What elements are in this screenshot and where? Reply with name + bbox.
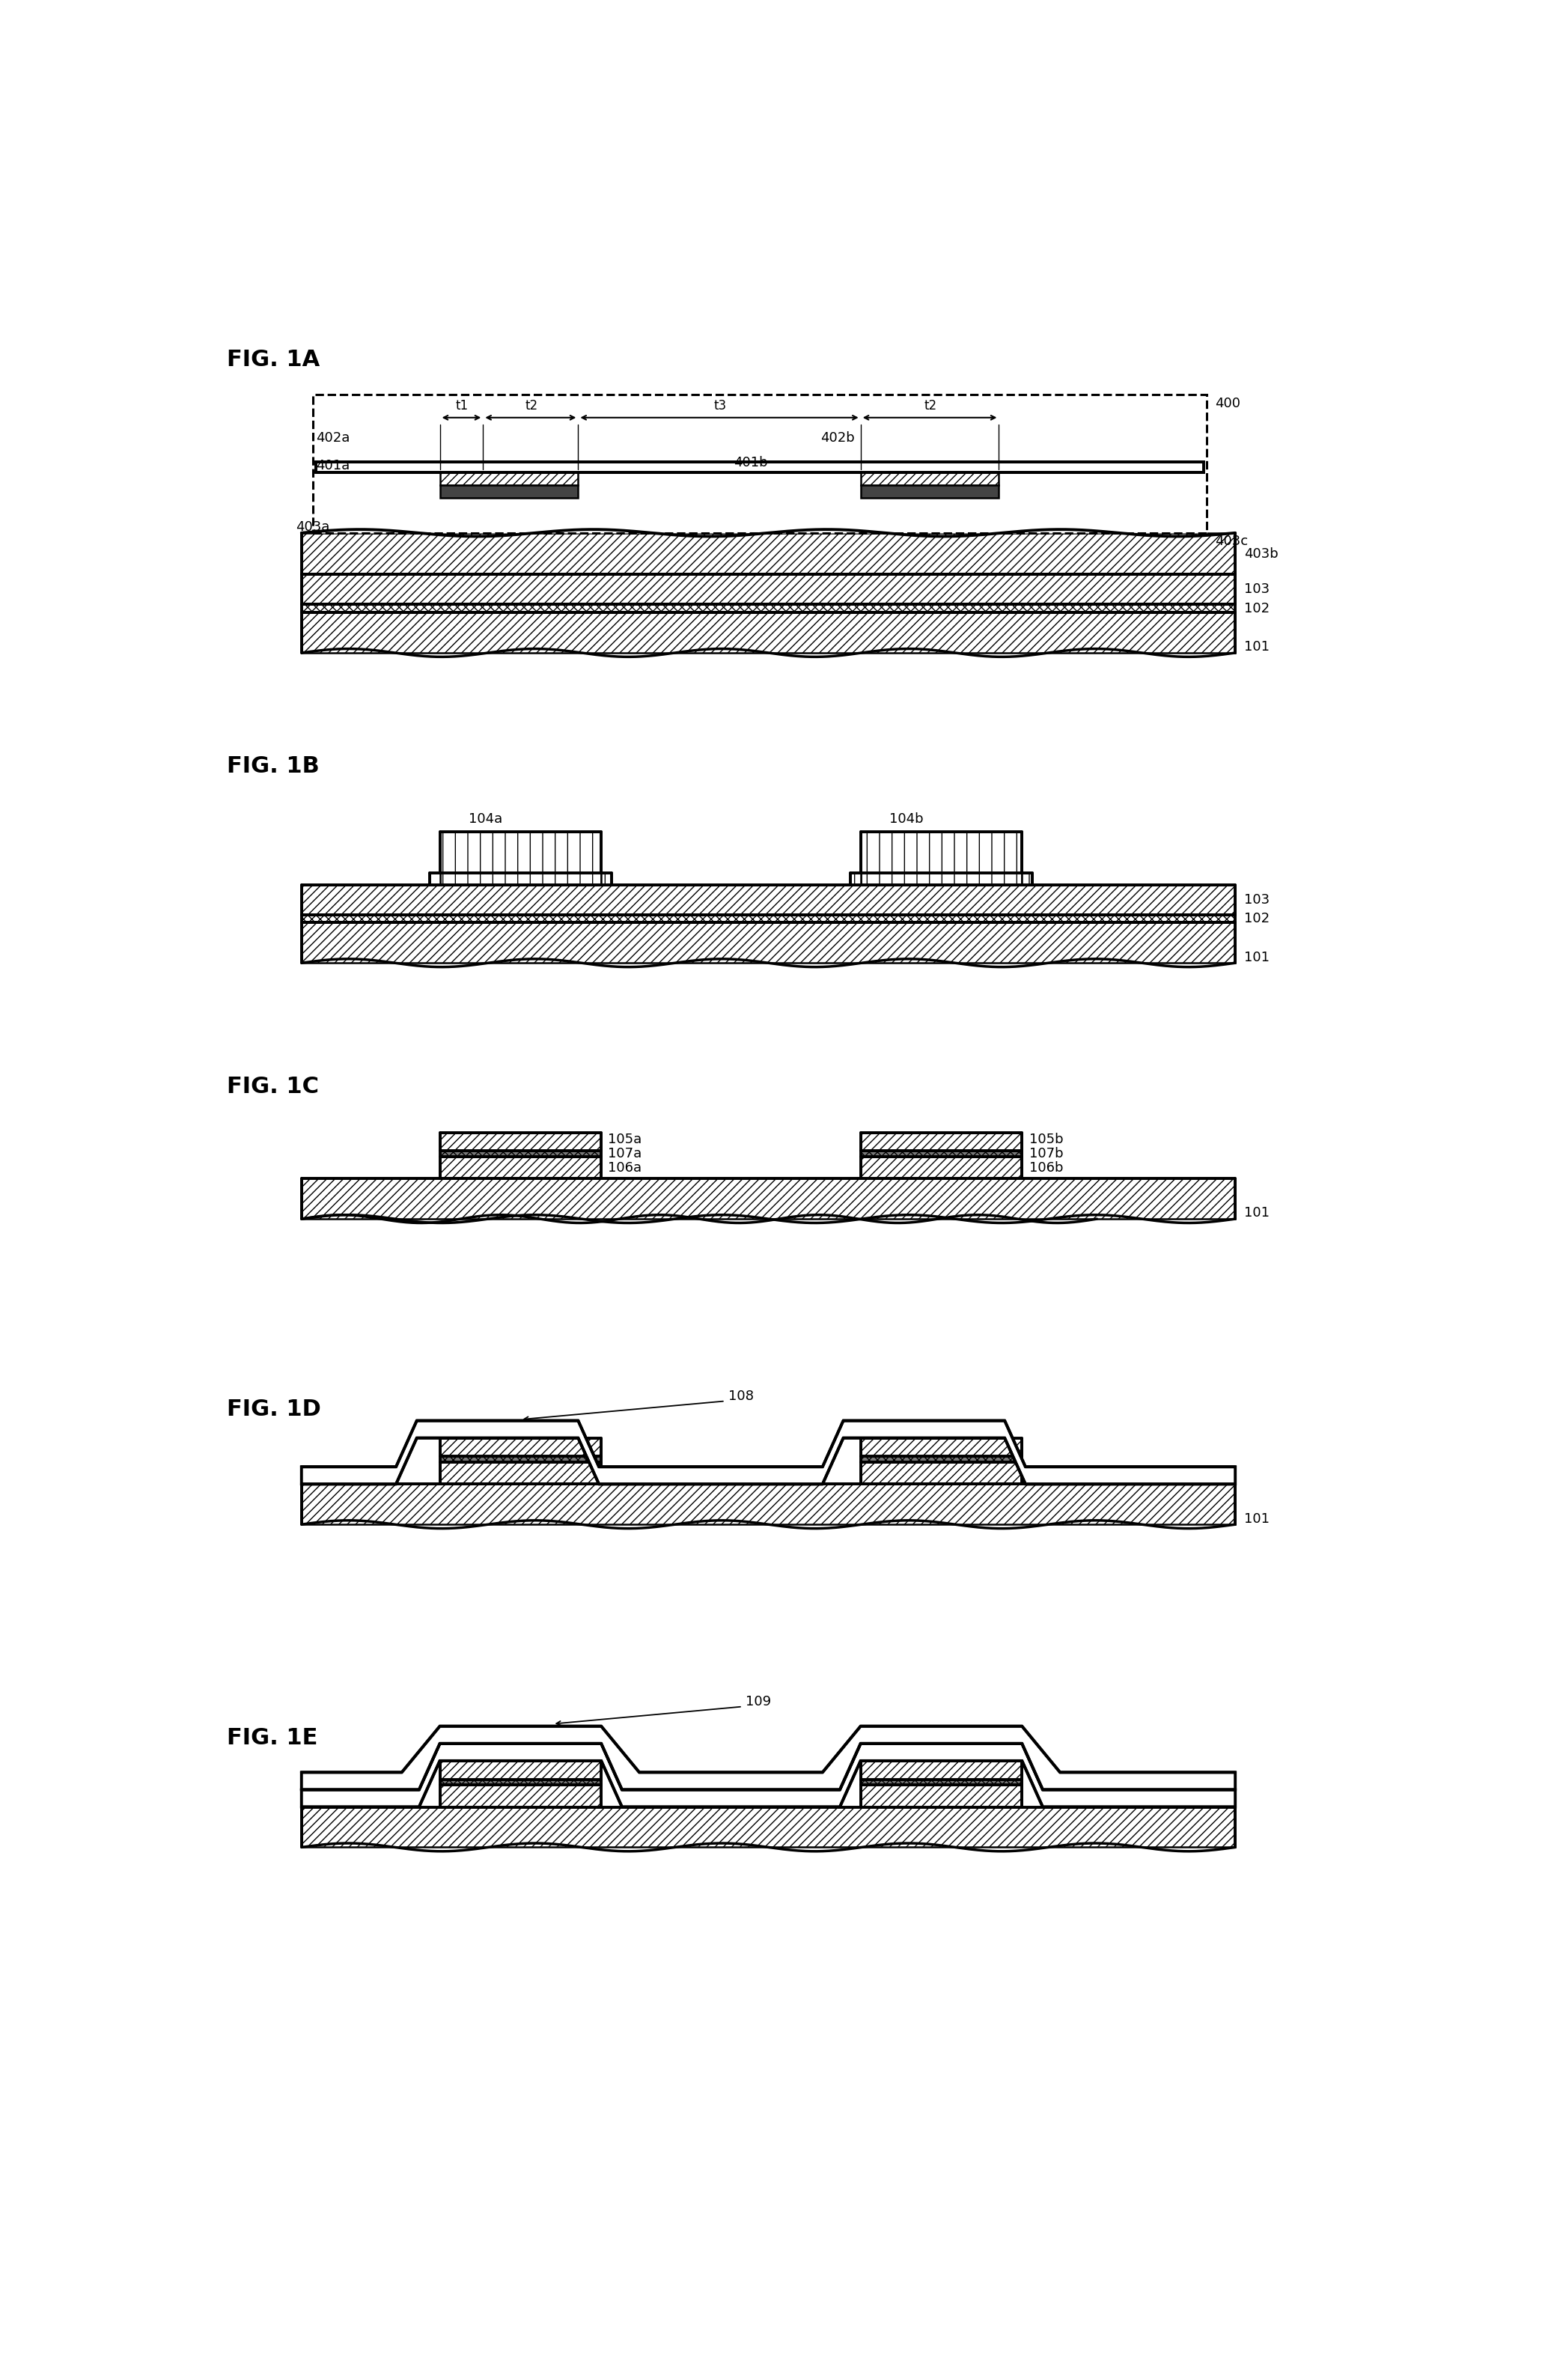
Text: FIG. 1C: FIG. 1C xyxy=(226,1076,318,1097)
Bar xyxy=(301,574,1235,605)
Bar xyxy=(313,395,1207,533)
Bar xyxy=(861,1133,1022,1152)
Text: 400: 400 xyxy=(1214,397,1241,409)
Text: 104a: 104a xyxy=(468,812,503,826)
Bar xyxy=(440,1152,602,1157)
Text: FIG. 1A: FIG. 1A xyxy=(226,350,320,371)
Text: 108: 108 xyxy=(727,1390,754,1404)
Bar xyxy=(430,873,440,885)
Text: 401b: 401b xyxy=(734,457,768,469)
Bar xyxy=(861,486,999,497)
Text: 101: 101 xyxy=(1244,640,1269,655)
Text: 104b: 104b xyxy=(889,812,923,826)
Text: 107b: 107b xyxy=(1028,1147,1062,1161)
Bar xyxy=(440,1785,602,1806)
Bar xyxy=(301,1178,1235,1219)
Bar xyxy=(861,471,999,486)
Bar xyxy=(440,1780,602,1785)
Text: 106a: 106a xyxy=(608,1161,642,1173)
Bar xyxy=(861,1461,1022,1485)
Text: 107a: 107a xyxy=(608,1147,642,1161)
Bar xyxy=(440,1157,602,1178)
Bar xyxy=(440,471,579,486)
Text: 403b: 403b xyxy=(1244,547,1278,559)
Bar xyxy=(861,1157,1022,1178)
Bar xyxy=(440,831,602,885)
Text: 403a: 403a xyxy=(296,521,330,533)
Bar xyxy=(440,1461,602,1485)
Bar xyxy=(301,885,1235,914)
Bar xyxy=(301,1806,1235,1847)
Text: t2: t2 xyxy=(524,400,538,412)
Bar xyxy=(861,1780,1022,1785)
Bar xyxy=(1022,873,1033,885)
Bar xyxy=(861,831,1022,885)
Text: 106b: 106b xyxy=(1028,1161,1062,1173)
Text: 401a: 401a xyxy=(316,459,351,471)
Bar xyxy=(861,1761,1022,1780)
Text: t3: t3 xyxy=(713,400,726,412)
Bar xyxy=(301,923,1235,964)
Bar xyxy=(861,1438,1022,1457)
Text: FIG. 1D: FIG. 1D xyxy=(226,1399,321,1421)
Text: 101: 101 xyxy=(1244,1511,1269,1526)
Text: FIG. 1B: FIG. 1B xyxy=(226,754,320,778)
Text: 103: 103 xyxy=(1244,583,1269,595)
Bar xyxy=(440,1761,602,1780)
Text: 402a: 402a xyxy=(316,431,351,445)
Text: t2: t2 xyxy=(924,400,937,412)
Bar xyxy=(861,1457,1022,1461)
Bar xyxy=(440,1438,602,1457)
Text: FIG. 1E: FIG. 1E xyxy=(226,1728,318,1749)
Text: 101: 101 xyxy=(1244,950,1269,964)
Bar xyxy=(316,462,1204,471)
Text: 103: 103 xyxy=(1244,892,1269,907)
Text: 109: 109 xyxy=(746,1695,771,1709)
Text: 101: 101 xyxy=(1244,1207,1269,1221)
Text: 102: 102 xyxy=(1244,912,1269,926)
Bar xyxy=(301,533,1235,574)
Bar xyxy=(861,1785,1022,1806)
Polygon shape xyxy=(301,1421,1235,1485)
Text: 105a: 105a xyxy=(608,1133,642,1147)
Text: 402b: 402b xyxy=(820,431,855,445)
Text: t1: t1 xyxy=(456,400,468,412)
Bar xyxy=(440,486,579,497)
Text: 403c: 403c xyxy=(1214,536,1249,547)
Text: 105b: 105b xyxy=(1028,1133,1062,1147)
Polygon shape xyxy=(301,1726,1235,1790)
Bar xyxy=(301,1485,1235,1526)
Bar xyxy=(301,914,1235,923)
Polygon shape xyxy=(301,1745,1235,1806)
Bar xyxy=(850,873,861,885)
Text: 102: 102 xyxy=(1244,602,1269,614)
Bar xyxy=(301,612,1235,652)
Bar xyxy=(440,1133,602,1152)
Bar xyxy=(602,873,611,885)
Bar xyxy=(861,1152,1022,1157)
Bar xyxy=(440,1457,602,1461)
Bar xyxy=(301,605,1235,612)
